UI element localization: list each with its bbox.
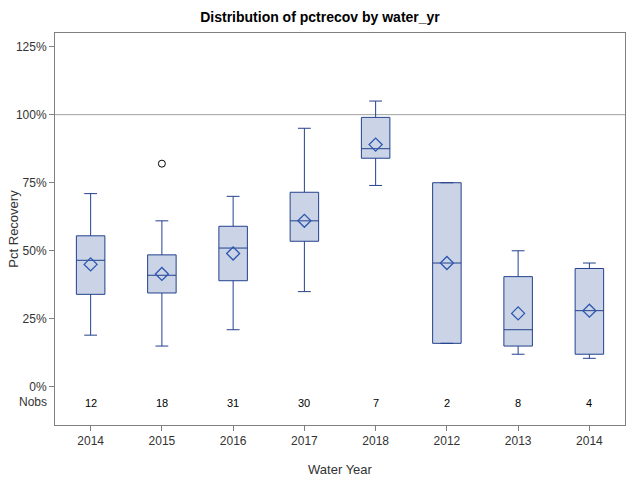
svg-text:0%: 0% bbox=[29, 380, 47, 394]
svg-text:2018: 2018 bbox=[362, 434, 389, 448]
svg-text:12: 12 bbox=[85, 397, 97, 409]
svg-text:2013: 2013 bbox=[505, 434, 532, 448]
svg-text:8: 8 bbox=[515, 397, 521, 409]
svg-text:Water Year: Water Year bbox=[308, 462, 373, 477]
svg-text:2016: 2016 bbox=[220, 434, 247, 448]
svg-text:2017: 2017 bbox=[291, 434, 318, 448]
svg-text:Pct Recovery: Pct Recovery bbox=[6, 190, 21, 268]
svg-text:18: 18 bbox=[156, 397, 168, 409]
svg-text:31: 31 bbox=[227, 397, 239, 409]
svg-text:2012: 2012 bbox=[434, 434, 461, 448]
svg-text:2014: 2014 bbox=[576, 434, 603, 448]
svg-text:50%: 50% bbox=[23, 244, 47, 258]
svg-text:4: 4 bbox=[586, 397, 592, 409]
svg-text:2014: 2014 bbox=[77, 434, 104, 448]
svg-text:30: 30 bbox=[298, 397, 310, 409]
svg-text:2015: 2015 bbox=[149, 434, 176, 448]
svg-text:125%: 125% bbox=[16, 40, 47, 54]
svg-text:2: 2 bbox=[444, 397, 450, 409]
svg-text:25%: 25% bbox=[23, 312, 47, 326]
svg-text:Nobs: Nobs bbox=[19, 395, 47, 409]
svg-text:75%: 75% bbox=[23, 176, 47, 190]
svg-text:100%: 100% bbox=[16, 108, 47, 122]
svg-text:7: 7 bbox=[373, 397, 379, 409]
svg-text:Distribution of pctrecov by wa: Distribution of pctrecov by water_yr bbox=[200, 9, 440, 25]
